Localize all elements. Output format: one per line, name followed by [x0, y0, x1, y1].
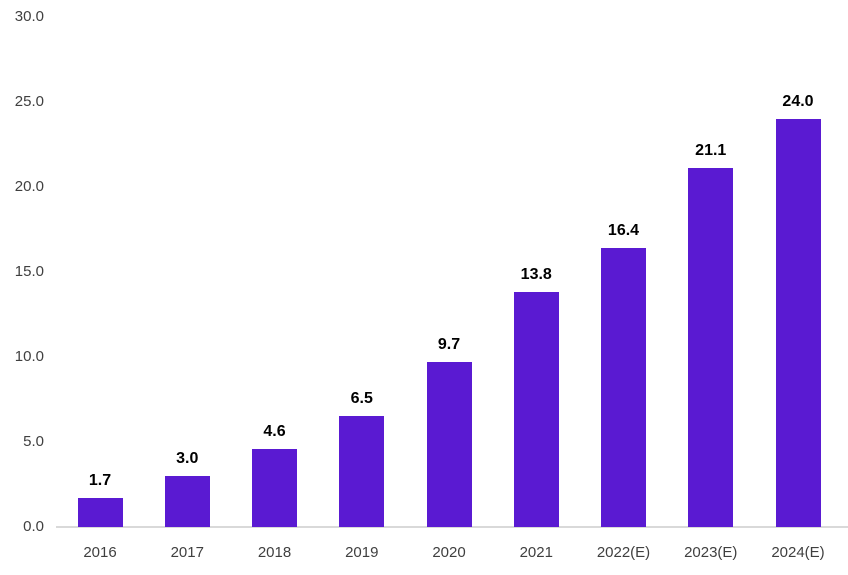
x-axis-category-label: 2024(E) [771, 544, 825, 561]
bar-2022(E) [601, 248, 646, 527]
bar-2020 [426, 362, 472, 527]
x-axis-category-label: 2017 [170, 544, 204, 561]
bar-value-label: 24.0 [782, 93, 814, 110]
bar-value-label: 9.7 [437, 336, 461, 353]
bar-2018 [252, 449, 297, 527]
y-axis-tick-label: 15.0 [14, 263, 44, 280]
bar-2024(E) [775, 119, 821, 527]
y-axis-tick-label: 10.0 [14, 348, 44, 365]
x-axis-category-label: 2020 [432, 544, 466, 561]
x-axis-line [56, 526, 848, 528]
x-axis-category-label: 2019 [345, 544, 379, 561]
y-axis-tick-label: 5.0 [23, 433, 44, 450]
bar-value-label: 6.5 [350, 390, 373, 407]
y-axis-tick-label: 20.0 [14, 178, 44, 195]
x-axis-category-label: 2018 [257, 544, 292, 561]
y-axis-tick-label: 25.0 [14, 93, 44, 110]
bar-value-label: 21.1 [695, 142, 727, 159]
bar-value-label: 4.6 [263, 423, 286, 440]
y-axis-tick-label: 30.0 [14, 8, 44, 25]
bar-value-label: 16.4 [607, 222, 640, 239]
x-axis-category-label: 2021 [519, 544, 553, 561]
bar-2017 [164, 476, 210, 527]
x-axis-category-label: 2023(E) [684, 544, 738, 561]
bar-2021 [513, 292, 559, 527]
bar-value-label: 3.0 [176, 450, 199, 467]
x-axis-category-label: 2016 [83, 544, 117, 561]
bar-value-label: 13.8 [520, 266, 552, 283]
bar-value-label: 1.7 [88, 472, 112, 489]
bar-2019 [339, 416, 385, 527]
y-axis-tick-label: 0.0 [23, 518, 44, 535]
x-axis-category-label: 2022(E) [596, 544, 651, 561]
bar-2016 [77, 498, 123, 527]
bar-2023(E) [688, 168, 734, 527]
